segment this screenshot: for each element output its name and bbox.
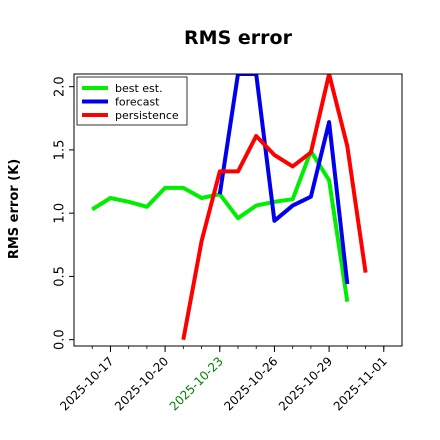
- y-tick-label: 0.5: [53, 266, 68, 287]
- series-line-persistence: [181, 74, 368, 341]
- x-tick-label: 2025-10-26: [221, 354, 280, 413]
- legend-label: persistence: [115, 109, 179, 122]
- chart-title: RMS error: [184, 27, 293, 49]
- y-tick-label: 1.5: [53, 140, 68, 161]
- x-tick-label: 2025-10-17: [57, 354, 116, 413]
- legend-label: best est.: [115, 82, 163, 95]
- x-tick-label: 2025-10-29: [276, 354, 335, 413]
- x-tick-label: 2025-10-23: [167, 354, 226, 413]
- y-axis-ticks: 0.0 0.5 1.0 1.5 2.0: [53, 76, 74, 350]
- x-tick-label: 2025-10-20: [112, 354, 171, 413]
- x-tick-label: 2025-11-01: [331, 354, 390, 413]
- data-series: [91, 74, 368, 341]
- plot-frame: [73, 73, 403, 347]
- series-line-forecast: [217, 74, 350, 285]
- x-axis-ticks: 2025-10-172025-10-202025-10-232025-10-26…: [57, 346, 390, 413]
- y-tick-label: 1.0: [53, 203, 68, 224]
- legend-label: forecast: [115, 96, 160, 109]
- y-axis-label: RMS error (K): [7, 159, 22, 259]
- y-tick-label: 0.0: [53, 329, 68, 350]
- y-tick-label: 2.0: [53, 76, 68, 97]
